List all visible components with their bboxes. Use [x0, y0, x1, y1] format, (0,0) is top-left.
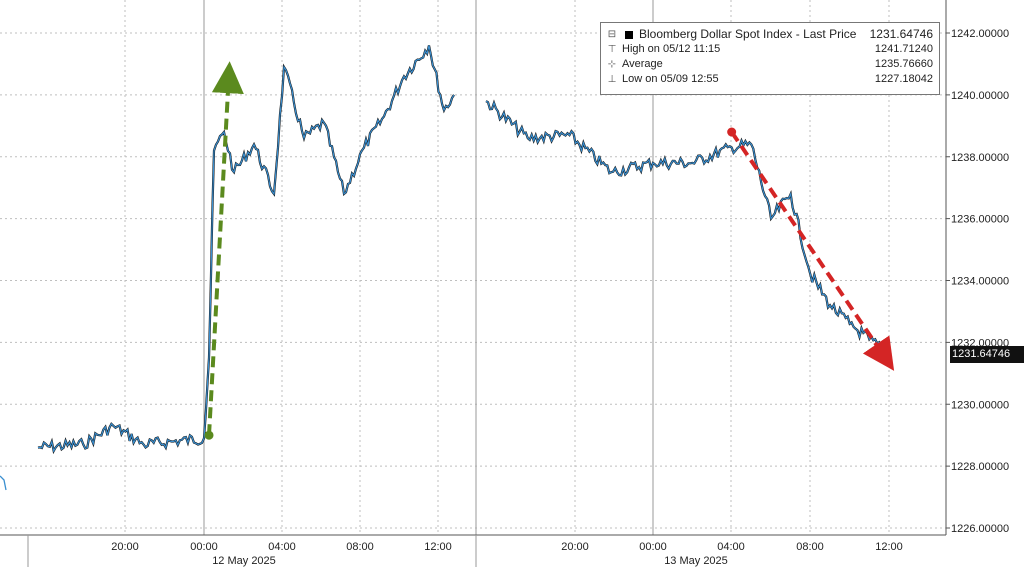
low-marker-icon: ⊥ — [607, 74, 617, 85]
green-up-arrow — [207, 61, 244, 436]
x-tick-label: 00:00 — [190, 541, 218, 553]
legend-series-label: Bloomberg Dollar Spot Index - Last Price — [639, 27, 857, 41]
x-tick-label: 08:00 — [346, 541, 374, 553]
y-tick-label: 1228.00000 — [951, 461, 1009, 473]
high-marker-icon: ⊤ — [607, 44, 617, 55]
y-tick-label: 1236.00000 — [951, 214, 1009, 226]
x-tick-label: 12:00 — [424, 541, 452, 553]
average-marker-icon: ⊹ — [607, 59, 617, 70]
legend-row-high: ⊤ High on 05/12 11:15 1241.71240 — [605, 42, 933, 57]
x-tick-label: 12:00 — [875, 541, 903, 553]
plot-area — [0, 45, 890, 491]
date-label: 13 May 2025 — [664, 555, 728, 567]
x-tick-label: 08:00 — [796, 541, 824, 553]
series-line-stub — [0, 475, 7, 491]
legend-high-value: 1241.71240 — [874, 43, 933, 55]
legend-average-value: 1235.76660 — [874, 58, 933, 70]
legend-average-label: Average — [622, 58, 663, 70]
legend-series-value: 1231.64746 — [869, 27, 933, 41]
series-swatch — [625, 30, 633, 39]
series-shadow-line — [37, 45, 890, 455]
legend-box: ⊟ Bloomberg Dollar Spot Index - Last Pric… — [600, 22, 940, 95]
x-tick-label: 20:00 — [111, 541, 139, 553]
y-tick-label: 1240.00000 — [951, 90, 1009, 102]
red-down-arrow — [730, 130, 895, 371]
y-tick-label: 1238.00000 — [951, 152, 1009, 164]
legend-low-label: Low on 05/09 12:55 — [622, 73, 719, 85]
y-tick-label: 1226.00000 — [951, 523, 1009, 535]
x-tick-label: 04:00 — [717, 541, 745, 553]
x-tick-label: 00:00 — [639, 541, 667, 553]
series-line — [37, 45, 890, 453]
x-tick-label: 20:00 — [561, 541, 589, 553]
x-tick-label: 04:00 — [268, 541, 296, 553]
legend-low-value: 1227.18042 — [874, 73, 933, 85]
y-tick-label: 1242.00000 — [951, 28, 1009, 40]
legend-row-average: ⊹ Average 1235.76660 — [605, 57, 933, 72]
annotation-arrows — [204, 61, 895, 440]
legend-row-series: ⊟ Bloomberg Dollar Spot Index - Last Pric… — [605, 27, 933, 42]
date-label: 12 May 2025 — [212, 555, 276, 567]
legend-high-label: High on 05/12 11:15 — [622, 43, 721, 55]
y-tick-label: 1234.00000 — [951, 276, 1009, 288]
legend-row-low: ⊥ Low on 05/09 12:55 1227.18042 — [605, 72, 933, 87]
y-tick-label: 1230.00000 — [951, 399, 1009, 411]
last-price-tag: 1231.64746 — [950, 346, 1024, 363]
collapse-icon: ⊟ — [607, 29, 617, 40]
